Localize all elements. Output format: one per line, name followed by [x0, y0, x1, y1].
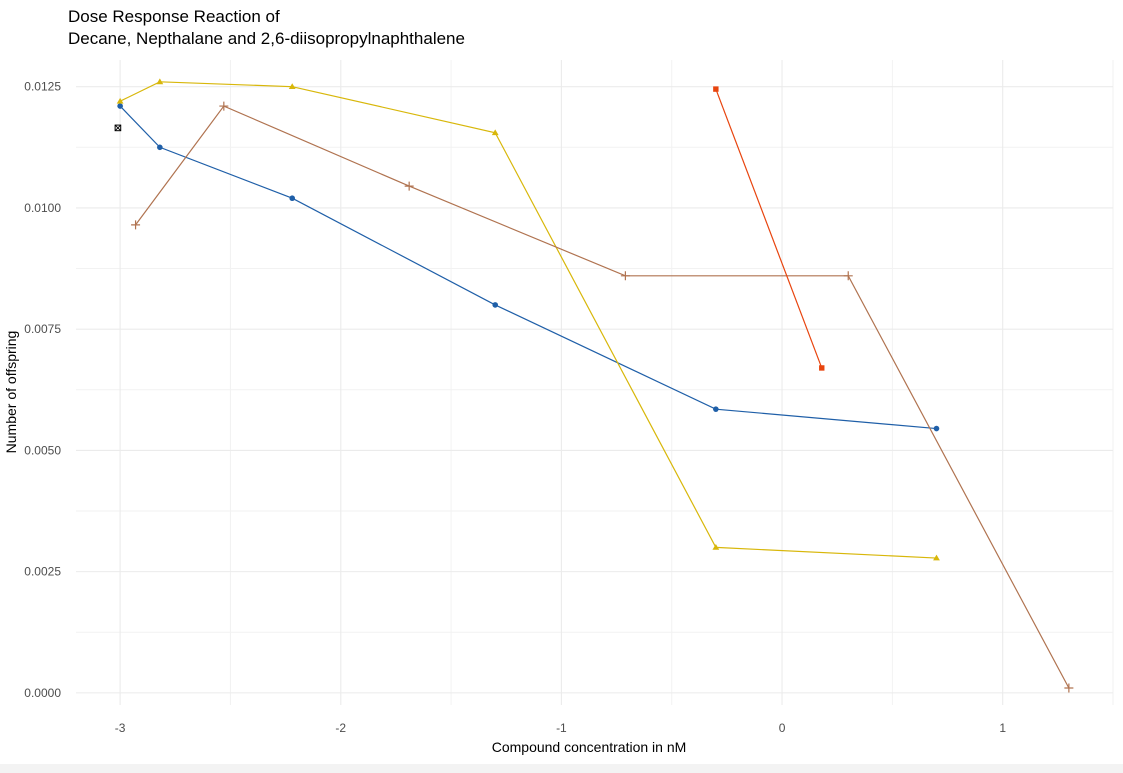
data-point-3: [713, 86, 719, 92]
data-point-0: [117, 103, 123, 109]
series-line-0: [119, 105, 937, 430]
series-line-1: [119, 81, 937, 559]
series-layer: [114, 78, 1074, 693]
data-point-2: [620, 271, 630, 281]
data-point-1: [933, 554, 940, 561]
grid-minor: [76, 60, 1114, 705]
data-point-1: [156, 78, 164, 85]
y-tick-label: 0.0025: [24, 565, 61, 579]
x-tick-label: -3: [115, 721, 126, 735]
series-line-2: [135, 105, 1070, 689]
boxed-x-frame: [114, 124, 122, 132]
data-point-4: [114, 124, 122, 132]
data-point-2: [219, 101, 229, 111]
chart-title-line-1: Dose Response Reaction of: [68, 7, 280, 26]
x-axis-label: Compound concentration in nM: [492, 739, 687, 755]
data-point-1: [116, 97, 124, 104]
x-tick-label: -1: [556, 721, 567, 735]
boxed-x-cross: [114, 124, 122, 132]
data-point-0: [713, 406, 719, 412]
data-point-1: [288, 83, 296, 90]
y-axis-label: Number of offspring: [3, 331, 19, 454]
y-tick-label: 0.0050: [24, 443, 61, 457]
data-point-1: [712, 543, 720, 550]
chart-title-line-2: Decane, Nepthalane and 2,6-diisopropylna…: [68, 29, 465, 48]
data-point-1: [491, 129, 499, 136]
data-point-2: [1064, 683, 1074, 693]
y-tick-label: 0.0100: [24, 201, 61, 215]
data-point-2: [404, 181, 414, 191]
data-point-0: [289, 195, 296, 202]
data-point-0: [933, 425, 940, 432]
grid-major: [76, 60, 1113, 705]
x-tick-label: -2: [335, 721, 346, 735]
x-tick-label: 0: [779, 721, 786, 735]
bottom-strip: [0, 764, 1123, 773]
data-point-2: [131, 220, 141, 230]
tick-labels: -3 -2 -1 0 1 0.0000 0.0025 0.0050 0.0075 0.0100 0.…: [24, 80, 1006, 735]
data-point-3: [819, 365, 825, 371]
series-line-3: [715, 88, 823, 369]
y-tick-label: 0.0125: [24, 80, 61, 94]
data-point-2: [843, 271, 853, 281]
y-tick-label: 0.0075: [24, 322, 61, 336]
y-tick-label: 0.0000: [24, 686, 61, 700]
data-point-0: [492, 302, 499, 308]
data-point-0: [157, 144, 163, 151]
x-tick-label: 1: [999, 721, 1006, 735]
